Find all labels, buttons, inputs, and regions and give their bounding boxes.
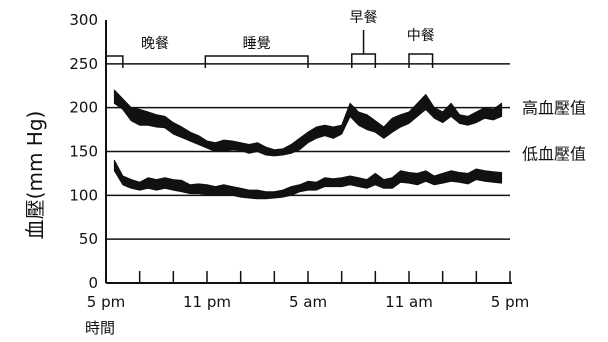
y-tick-labels: 0 50 100 150 200 250 300 bbox=[69, 11, 98, 292]
period-bracket bbox=[351, 53, 377, 68]
y-tick-label: 200 bbox=[69, 99, 98, 117]
series-band-1 bbox=[113, 159, 503, 200]
period-label: 晚餐 bbox=[141, 36, 169, 52]
y-tick-label: 100 bbox=[69, 186, 98, 204]
period-label: 早餐 bbox=[350, 10, 378, 26]
period-bracket bbox=[105, 55, 124, 68]
x-tick-label: 5 pm bbox=[87, 293, 125, 311]
period-bracket bbox=[408, 53, 434, 68]
period-bracket bbox=[204, 55, 309, 68]
y-tick-label: 50 bbox=[79, 230, 98, 248]
grid-lines bbox=[106, 63, 510, 240]
x-tick-label: 5 am bbox=[289, 293, 327, 311]
period-label: 中餐 bbox=[407, 28, 435, 44]
x-axis-label: 時間 bbox=[85, 319, 115, 337]
y-tick-label: 150 bbox=[69, 143, 98, 161]
series-label: 高血壓值 bbox=[522, 99, 586, 118]
x-tick-label: 11 pm bbox=[183, 293, 231, 311]
series-label: 低血壓值 bbox=[522, 145, 586, 164]
period-label: 睡覺 bbox=[243, 36, 271, 52]
y-tick-label: 300 bbox=[69, 11, 98, 29]
y-axis-label: 血壓(mm Hg) bbox=[23, 111, 47, 240]
x-tick-label: 11 am bbox=[385, 293, 433, 311]
x-tick-labels: 5 pm 11 pm 5 am 11 am 5 pm bbox=[87, 271, 529, 311]
series-band-0 bbox=[113, 89, 503, 157]
series-bands bbox=[113, 89, 503, 200]
y-tick-label: 0 bbox=[88, 274, 98, 292]
x-tick-label: 5 pm bbox=[491, 293, 529, 311]
y-tick-label: 250 bbox=[69, 55, 98, 73]
